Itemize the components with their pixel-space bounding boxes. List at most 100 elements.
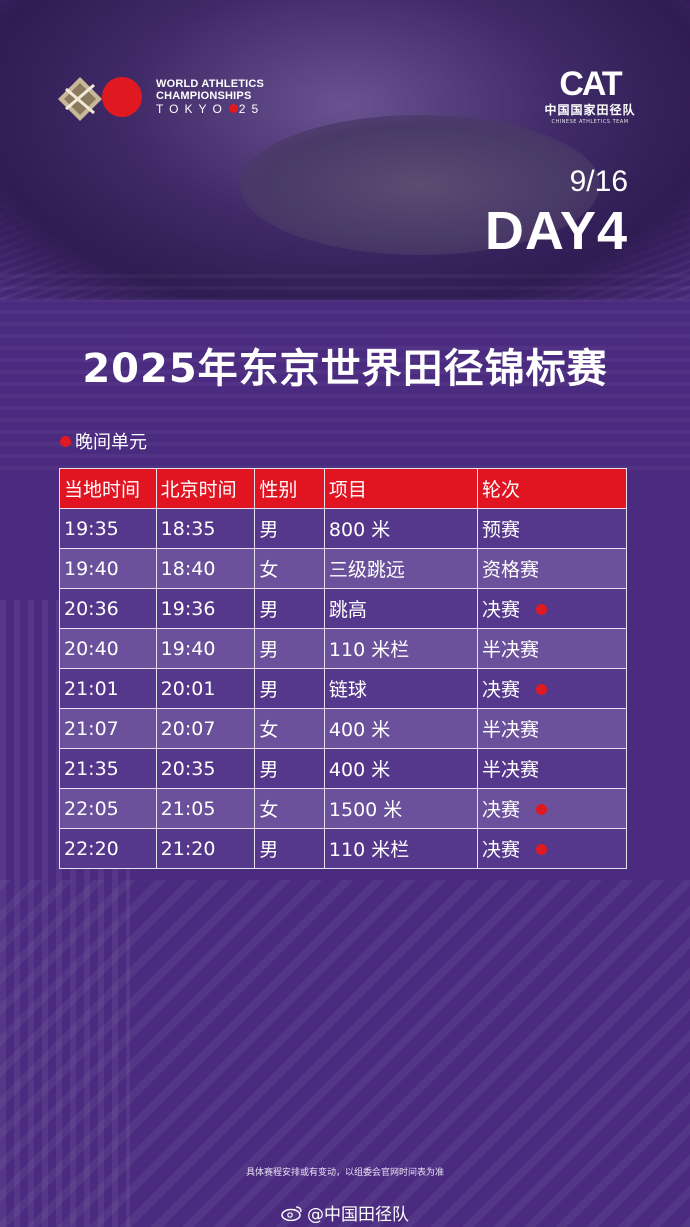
cell-local-time-text: 19:40 bbox=[64, 557, 119, 580]
table-row: 19:40 18:40 女 三级跳远 资格赛 bbox=[59, 548, 627, 589]
cell-gender: 男 bbox=[254, 628, 325, 669]
cell-gender-text: 女 bbox=[259, 799, 279, 821]
cell-beijing-time-text: 19:40 bbox=[160, 637, 216, 660]
decorative-stripes bbox=[0, 880, 690, 1227]
cell-gender: 女 bbox=[254, 708, 325, 749]
footnote: 具体赛程安排或有变动，以组委会官网时间表为准 bbox=[245, 1168, 444, 1178]
cell-event-text: 跳高 bbox=[328, 599, 367, 621]
cell-beijing-time-text: 19:36 bbox=[160, 597, 216, 620]
cell-local-time: 22:20 bbox=[59, 828, 157, 869]
cell-gender: 女 bbox=[254, 548, 325, 589]
stadium-photo bbox=[0, 0, 690, 300]
cell-gender-text: 男 bbox=[259, 679, 279, 701]
cell-gender-text: 女 bbox=[259, 559, 279, 581]
cell-beijing-time: 19:36 bbox=[155, 588, 256, 629]
cell-event-text: 800 米 bbox=[328, 519, 391, 541]
cell-beijing-time: 20:01 bbox=[155, 668, 256, 709]
cell-round: 决赛 bbox=[477, 788, 627, 829]
cell-beijing-time: 18:40 bbox=[155, 548, 256, 589]
table-row: 22:05 21:05 女 1500 米 决赛 bbox=[59, 788, 627, 829]
event-logo-line1: WORLD ATHLETICS bbox=[156, 78, 265, 90]
cell-event-text: 三级跳远 bbox=[328, 559, 405, 581]
weibo-icon bbox=[281, 1205, 302, 1221]
cell-beijing-time-text: 18:35 bbox=[160, 517, 216, 540]
event-logo-city-prefix: TOKYO bbox=[156, 102, 228, 116]
cell-local-time: 20:36 bbox=[59, 588, 157, 629]
cell-event-text: 400 米 bbox=[328, 759, 391, 781]
cell-round: 决赛 bbox=[477, 588, 627, 629]
stadium-field bbox=[240, 115, 600, 255]
table-header-row: 当地时间 北京时间 性别 项目 轮次 bbox=[59, 468, 627, 509]
cell-round-text: 决赛 bbox=[482, 679, 521, 701]
cell-local-time-text: 21:35 bbox=[64, 757, 119, 780]
team-logo-name-cn: 中国国家田径队 bbox=[544, 103, 636, 117]
cell-round-text: 半决赛 bbox=[482, 639, 540, 661]
header-round: 轮次 bbox=[477, 468, 627, 509]
cell-local-time-text: 19:35 bbox=[64, 517, 119, 540]
cell-gender: 男 bbox=[254, 668, 325, 709]
cell-beijing-time: 19:40 bbox=[155, 628, 256, 669]
cell-local-time-text: 21:07 bbox=[64, 717, 119, 740]
cell-round: 资格赛 bbox=[477, 548, 627, 589]
event-logo-text: WORLD ATHLETICS CHAMPIONSHIPS TOKYO 25 bbox=[156, 78, 264, 116]
final-marker-icon bbox=[536, 844, 548, 855]
cell-event: 400 米 bbox=[323, 708, 479, 749]
cell-local-time-text: 20:40 bbox=[64, 637, 119, 660]
cell-beijing-time: 20:35 bbox=[155, 748, 256, 789]
table-row: 19:35 18:35 男 800 米 预赛 bbox=[59, 508, 627, 549]
cell-gender-text: 男 bbox=[259, 759, 279, 781]
cell-round-text: 决赛 bbox=[482, 839, 521, 861]
cell-round: 半决赛 bbox=[477, 748, 627, 789]
cell-local-time: 19:40 bbox=[59, 548, 157, 589]
table-row: 21:35 20:35 男 400 米 半决赛 bbox=[59, 748, 627, 789]
cell-gender-text: 男 bbox=[259, 839, 279, 861]
cell-gender-text: 女 bbox=[259, 719, 279, 741]
cell-gender-text: 男 bbox=[259, 639, 279, 661]
cell-beijing-time-text: 21:20 bbox=[160, 837, 216, 860]
cell-beijing-time: 21:05 bbox=[155, 788, 256, 829]
cell-gender: 女 bbox=[254, 788, 325, 829]
table-row: 20:36 19:36 男 跳高 决赛 bbox=[59, 588, 627, 629]
cell-local-time-text: 21:01 bbox=[64, 677, 119, 700]
cell-event: 跳高 bbox=[323, 588, 479, 629]
cell-event-text: 110 米栏 bbox=[328, 639, 410, 661]
event-logo-city-suffix: 25 bbox=[238, 102, 265, 116]
cell-event: 800 米 bbox=[323, 508, 479, 549]
table-row: 21:07 20:07 女 400 米 半决赛 bbox=[59, 708, 627, 749]
watermark-text: @中国田径队 bbox=[307, 1205, 409, 1225]
cell-event-text: 400 米 bbox=[328, 719, 391, 741]
world-athletics-logo-icon bbox=[58, 77, 142, 121]
event-logo-city: TOKYO 25 bbox=[156, 102, 264, 116]
final-marker-icon bbox=[536, 804, 548, 815]
cell-local-time: 20:40 bbox=[59, 628, 157, 669]
cell-beijing-time: 18:35 bbox=[155, 508, 256, 549]
cell-round: 半决赛 bbox=[477, 708, 627, 749]
date-label: 9/16 bbox=[569, 165, 628, 198]
cell-gender: 男 bbox=[254, 508, 325, 549]
cell-event: 1500 米 bbox=[323, 788, 479, 829]
cell-event: 链球 bbox=[323, 668, 479, 709]
cell-beijing-time-text: 21:05 bbox=[160, 797, 216, 820]
table-row: 21:01 20:01 男 链球 决赛 bbox=[59, 668, 627, 709]
cell-local-time-text: 22:20 bbox=[64, 837, 119, 860]
watermark: @中国田径队 bbox=[0, 1200, 690, 1226]
decorative-stripes bbox=[0, 270, 690, 470]
cell-gender-text: 男 bbox=[259, 599, 279, 621]
cell-round-text: 决赛 bbox=[482, 799, 521, 821]
cell-event: 110 米栏 bbox=[323, 628, 479, 669]
cell-beijing-time-text: 20:07 bbox=[160, 717, 216, 740]
red-dot-icon bbox=[228, 104, 238, 113]
day-label: DAY4 bbox=[484, 201, 628, 261]
cell-round-text: 半决赛 bbox=[482, 719, 540, 741]
cell-local-time: 21:07 bbox=[59, 708, 157, 749]
cell-event-text: 1500 米 bbox=[328, 799, 403, 821]
cell-local-time: 22:05 bbox=[59, 788, 157, 829]
cell-gender: 男 bbox=[254, 588, 325, 629]
cell-round-text: 资格赛 bbox=[482, 559, 540, 581]
table-row: 22:20 21:20 男 110 米栏 决赛 bbox=[59, 828, 627, 869]
cell-event: 三级跳远 bbox=[323, 548, 479, 589]
cell-round-text: 预赛 bbox=[482, 519, 521, 541]
cell-beijing-time: 21:20 bbox=[155, 828, 256, 869]
cell-event: 400 米 bbox=[323, 748, 479, 789]
team-logo-name-en: CHINESE ATHLETICS TEAM bbox=[551, 119, 629, 125]
